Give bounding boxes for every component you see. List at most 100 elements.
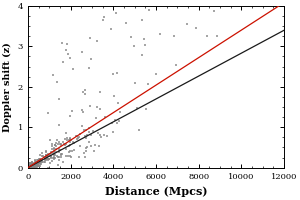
Point — [46, 152, 51, 156]
Point — [35, 159, 40, 162]
Point — [215, 34, 220, 37]
Point — [50, 148, 54, 151]
Point — [36, 159, 40, 162]
Point — [113, 12, 118, 15]
Point — [44, 153, 48, 156]
Point — [37, 162, 42, 165]
Point — [40, 158, 45, 161]
Point — [34, 166, 39, 169]
Point — [43, 157, 48, 160]
Point — [28, 165, 33, 168]
Point — [115, 71, 119, 74]
Point — [33, 164, 38, 168]
Point — [102, 134, 106, 137]
Point — [57, 155, 62, 158]
Point — [49, 151, 53, 155]
Point — [46, 166, 51, 169]
Point — [35, 163, 40, 166]
Point — [31, 165, 35, 168]
Point — [48, 156, 53, 159]
Point — [70, 110, 75, 113]
Point — [35, 161, 40, 164]
Point — [29, 164, 34, 167]
Point — [57, 143, 62, 146]
Point — [29, 166, 34, 169]
Point — [131, 44, 136, 48]
Point — [43, 160, 48, 164]
Point — [27, 164, 32, 167]
Point — [184, 22, 189, 25]
Point — [59, 144, 64, 147]
Point — [32, 165, 37, 168]
Point — [174, 63, 179, 66]
Point — [40, 155, 45, 158]
Point — [49, 156, 54, 159]
Point — [79, 108, 84, 112]
Point — [46, 157, 50, 160]
Point — [81, 129, 86, 132]
Point — [40, 160, 45, 164]
Point — [63, 147, 68, 150]
Point — [27, 164, 32, 167]
Point — [38, 160, 43, 163]
Point — [83, 149, 88, 153]
Point — [123, 22, 128, 25]
Point — [50, 156, 55, 159]
Point — [48, 153, 52, 156]
Point — [52, 147, 57, 150]
Point — [84, 133, 89, 137]
Point — [28, 161, 33, 165]
Point — [44, 158, 49, 161]
Point — [30, 162, 35, 165]
Point — [46, 112, 50, 115]
Point — [56, 149, 61, 152]
Point — [30, 165, 35, 168]
Point — [33, 162, 38, 166]
Point — [28, 166, 33, 169]
Point — [47, 154, 52, 157]
Point — [31, 165, 35, 168]
Point — [40, 155, 45, 158]
Point — [27, 165, 32, 169]
Point — [59, 142, 64, 145]
Point — [47, 161, 52, 164]
Point — [88, 133, 93, 137]
Point — [45, 155, 50, 158]
Point — [34, 161, 38, 164]
Point — [87, 141, 92, 144]
Point — [26, 166, 31, 169]
Point — [39, 158, 44, 162]
Point — [28, 161, 33, 164]
Point — [28, 162, 33, 166]
Point — [44, 155, 49, 158]
Point — [83, 136, 88, 140]
Point — [64, 154, 69, 158]
Point — [66, 154, 71, 157]
Point — [158, 32, 162, 36]
Point — [69, 155, 74, 158]
Point — [33, 161, 38, 164]
Point — [38, 163, 42, 166]
Point — [32, 162, 37, 165]
Point — [61, 161, 65, 164]
Point — [34, 161, 39, 165]
Point — [94, 116, 98, 119]
Point — [74, 135, 79, 138]
Point — [58, 148, 62, 151]
Point — [51, 153, 56, 156]
Point — [57, 141, 62, 144]
Point — [31, 166, 36, 169]
Point — [51, 149, 56, 152]
Point — [28, 165, 33, 168]
Point — [110, 121, 114, 124]
Point — [35, 163, 40, 166]
Point — [44, 149, 49, 153]
Point — [115, 102, 120, 105]
Point — [31, 164, 36, 167]
Point — [28, 163, 32, 166]
Point — [98, 108, 102, 111]
Point — [30, 164, 34, 167]
Point — [65, 52, 70, 55]
Point — [38, 158, 43, 161]
Point — [52, 157, 57, 160]
